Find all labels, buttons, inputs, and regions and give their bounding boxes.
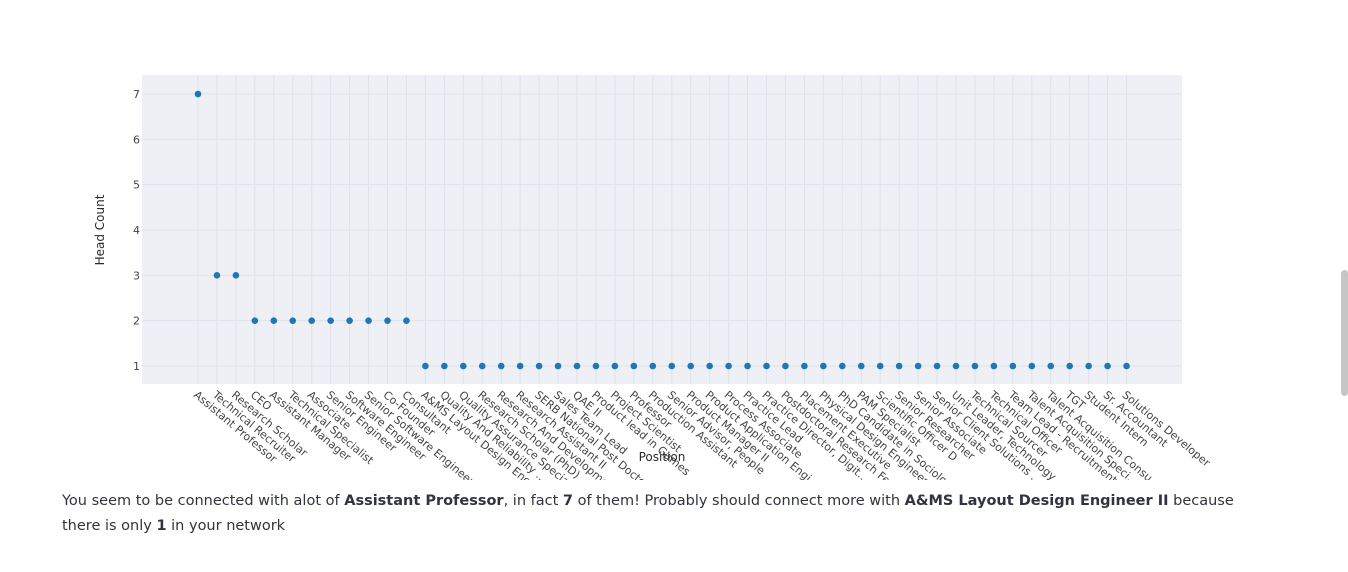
plot-background	[142, 75, 1182, 384]
data-point	[308, 317, 316, 324]
data-point	[441, 362, 448, 370]
summary-part-3: of them! Probably should connect more wi…	[572, 493, 905, 509]
data-point	[460, 362, 467, 370]
data-point	[422, 362, 429, 370]
data-point	[857, 362, 865, 370]
data-point	[554, 362, 562, 370]
data-point	[801, 362, 808, 370]
y-tick-label: 7	[133, 88, 140, 101]
data-point	[403, 317, 410, 324]
data-point	[516, 362, 524, 370]
most-connected-count: 7	[562, 493, 573, 509]
data-point	[820, 362, 827, 370]
data-point	[744, 362, 751, 370]
data-point	[611, 362, 619, 370]
data-point	[933, 362, 941, 370]
data-point	[365, 317, 372, 324]
data-point	[1123, 362, 1130, 370]
data-point	[649, 362, 657, 370]
y-tick-label: 5	[133, 179, 140, 192]
data-point	[895, 362, 903, 370]
data-point	[1047, 362, 1055, 370]
summary-part-4: because there is only	[62, 493, 1234, 534]
x-axis-title: Position	[639, 450, 686, 464]
least-connected-count: 1	[156, 518, 167, 534]
data-point	[668, 362, 676, 370]
data-point	[1066, 362, 1073, 370]
data-point	[232, 272, 240, 279]
data-point	[876, 362, 884, 370]
data-point	[782, 362, 789, 370]
data-point	[497, 362, 505, 370]
data-point	[289, 317, 297, 324]
data-point	[687, 362, 694, 370]
y-tick-label: 1	[133, 360, 140, 373]
y-axis-title: Head Count	[93, 194, 107, 265]
data-point	[251, 317, 259, 324]
data-point	[346, 317, 353, 324]
y-tick-label: 6	[133, 133, 140, 146]
data-point	[573, 362, 581, 370]
most-connected-position: Assistant Professor	[344, 493, 504, 509]
y-tick-label: 3	[133, 269, 140, 282]
data-point	[535, 362, 543, 370]
data-point	[630, 362, 638, 370]
data-point	[763, 362, 770, 370]
summary-text: You seem to be connected with alot of As…	[62, 489, 1252, 539]
data-point	[213, 272, 221, 279]
y-tick-label: 2	[133, 315, 140, 328]
data-point	[1104, 362, 1111, 370]
y-tick-label: 4	[133, 224, 140, 237]
data-point	[478, 362, 486, 370]
data-point	[971, 362, 979, 370]
data-point	[725, 362, 732, 370]
data-point	[952, 362, 960, 370]
summary-part-2: , in fact	[503, 493, 563, 509]
least-connected-position: A&MS Layout Design Engineer II	[904, 493, 1169, 509]
data-point	[194, 90, 202, 98]
data-point	[1085, 362, 1092, 370]
data-point	[327, 317, 334, 324]
page-scrollbar-thumb[interactable]	[1341, 270, 1348, 396]
headcount-scatter-chart: 1 2 3 4 5 6 7 Assistant Professor Technical Recr…	[93, 75, 1213, 480]
data-point	[706, 362, 713, 370]
data-point	[839, 362, 846, 370]
data-point	[384, 317, 391, 324]
data-point	[914, 362, 922, 370]
data-point	[990, 362, 998, 370]
data-point	[270, 317, 278, 324]
summary-part-1: You seem to be connected with alot of	[62, 493, 345, 509]
data-point	[592, 362, 600, 370]
summary-part-5: in your network	[166, 518, 286, 534]
data-point	[1009, 362, 1017, 370]
data-point	[1028, 362, 1036, 370]
